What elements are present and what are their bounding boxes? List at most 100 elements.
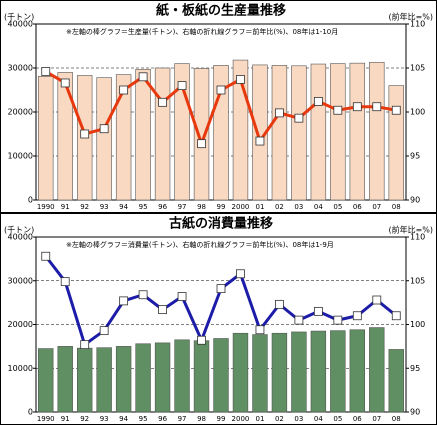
x-tick-label: 95 xyxy=(139,203,148,211)
x-tick-label: 03 xyxy=(294,415,303,423)
chart-title: 古紙の消費量推移 xyxy=(169,216,273,232)
marker xyxy=(313,97,323,106)
bar xyxy=(115,74,132,201)
x-tick-label: 02 xyxy=(275,203,284,211)
bar xyxy=(388,349,404,413)
x-tick-label: 99 xyxy=(217,415,226,423)
y-tick-label: 10000 xyxy=(8,364,33,373)
y-tick-label: 20000 xyxy=(8,108,33,117)
y-tick-label: 0 xyxy=(28,408,33,417)
marker xyxy=(372,102,382,112)
marker xyxy=(313,306,323,316)
bar xyxy=(193,68,210,201)
marker xyxy=(41,251,51,261)
y2-tick-label: 105 xyxy=(410,276,425,285)
marker xyxy=(372,295,382,305)
marker xyxy=(80,129,90,139)
x-tick-label: 08 xyxy=(392,415,401,423)
bar xyxy=(135,69,151,201)
y2-tick-label: 100 xyxy=(410,108,425,117)
marker xyxy=(197,139,206,149)
note: ※左軸の棒グラフ＝消費量(千トン)、右軸の折れ線グラフ＝前年比(%)、08年は1… xyxy=(66,240,334,249)
x-tick-label: 94 xyxy=(119,203,128,211)
marker xyxy=(99,326,109,336)
x-tick-label: 93 xyxy=(100,203,109,211)
marker xyxy=(294,315,304,325)
y2-tick-label: 105 xyxy=(410,64,425,73)
marker xyxy=(99,124,109,134)
bar xyxy=(330,330,346,413)
marker xyxy=(236,269,245,279)
x-tick-label: 99 xyxy=(217,203,226,211)
y2-tick-label: 110 xyxy=(410,20,425,29)
bar xyxy=(57,346,73,413)
x-tick-label: 04 xyxy=(314,415,323,423)
y-axis-label: (千トン) xyxy=(4,12,34,22)
bar xyxy=(271,332,288,413)
x-tick-label: 06 xyxy=(353,415,362,423)
bar xyxy=(38,76,54,201)
bar xyxy=(310,63,327,201)
x-tick-label: 96 xyxy=(158,203,167,211)
y-tick-label: 20000 xyxy=(8,320,33,329)
y-tick-label: 40000 xyxy=(8,20,33,29)
x-tick-label: 01 xyxy=(255,415,264,423)
bar xyxy=(96,347,112,413)
bar xyxy=(115,346,132,413)
marker xyxy=(333,105,343,115)
y-tick-label: 30000 xyxy=(8,64,33,73)
x-tick-label: 2000 xyxy=(232,415,250,423)
bar xyxy=(76,347,93,413)
marker xyxy=(119,85,129,95)
x-tick-label: 04 xyxy=(314,203,323,211)
x-tick-label: 92 xyxy=(80,203,89,211)
x-tick-label: 98 xyxy=(197,203,206,211)
marker xyxy=(391,311,401,321)
x-tick-label: 97 xyxy=(178,415,187,423)
x-tick-label: 95 xyxy=(139,415,148,423)
marker xyxy=(333,315,343,325)
marker xyxy=(352,102,362,112)
bar xyxy=(154,67,171,201)
x-tick-label: 05 xyxy=(333,203,342,211)
marker xyxy=(197,335,206,345)
y-tick-label: 10000 xyxy=(8,152,33,161)
marker xyxy=(294,113,304,123)
y2-tick-label: 90 xyxy=(410,408,420,417)
marker xyxy=(216,85,226,95)
marker xyxy=(80,340,90,350)
x-tick-label: 97 xyxy=(178,203,187,211)
marker xyxy=(60,277,70,287)
bar xyxy=(57,72,73,201)
x-tick-label: 06 xyxy=(353,203,362,211)
x-tick-label: 08 xyxy=(392,203,401,211)
bar xyxy=(349,329,366,413)
marker xyxy=(216,284,226,294)
marker xyxy=(177,81,187,90)
x-tick-label: 91 xyxy=(61,203,70,211)
bar xyxy=(174,339,190,413)
y2-tick-label: 95 xyxy=(410,364,420,373)
x-tick-label: 1990 xyxy=(37,203,55,211)
marker xyxy=(158,97,167,107)
marker xyxy=(255,325,265,335)
marker xyxy=(236,75,245,84)
marker xyxy=(177,292,187,301)
marker xyxy=(138,72,148,82)
x-tick-label: 07 xyxy=(372,203,381,211)
bar xyxy=(271,65,288,201)
marker xyxy=(138,290,148,300)
y2-axis-label: (前年比=%) xyxy=(388,12,433,22)
x-tick-label: 02 xyxy=(275,415,284,423)
y2-tick-label: 110 xyxy=(410,233,425,242)
marker xyxy=(275,299,284,309)
y-axis-label: (千トン) xyxy=(4,225,34,235)
bar xyxy=(330,63,346,201)
x-tick-label: 94 xyxy=(119,415,128,423)
x-tick-label: 01 xyxy=(255,203,264,211)
x-tick-label: 96 xyxy=(158,415,167,423)
y2-tick-label: 95 xyxy=(410,152,420,161)
x-tick-label: 91 xyxy=(61,415,70,423)
marker xyxy=(352,311,362,321)
